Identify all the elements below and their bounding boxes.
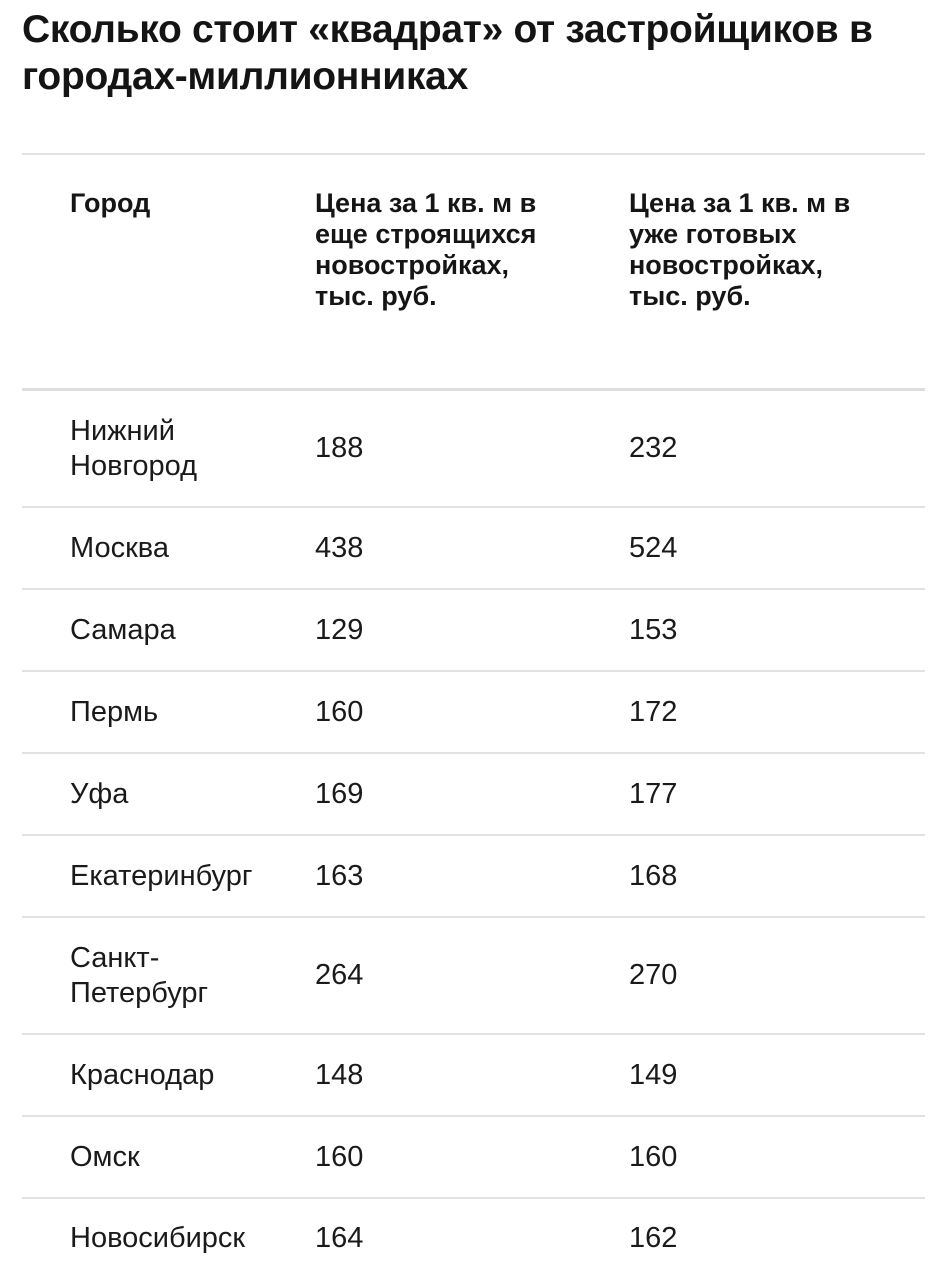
under-construction-cell: 163	[315, 859, 364, 892]
table-row: Пермь 160 172	[22, 672, 925, 754]
table-row: Омск 160 160	[22, 1117, 925, 1199]
price-table: Город Цена за 1 кв. м в еще строящихся н…	[22, 153, 925, 1277]
city-cell: Екатеринбург	[70, 859, 253, 892]
city-cell: Уфа	[70, 777, 129, 810]
table-row: Самара 129 153	[22, 590, 925, 672]
under-construction-cell: 148	[315, 1058, 364, 1091]
under-construction-cell: 160	[315, 1140, 364, 1173]
city-cell: Самара	[70, 613, 176, 646]
under-construction-cell: 164	[315, 1221, 364, 1254]
table-row: Москва 438 524	[22, 508, 925, 590]
completed-cell: 177	[629, 777, 678, 810]
table-row: Новосибирск 164 162	[22, 1199, 925, 1277]
completed-cell: 153	[629, 613, 678, 646]
under-construction-cell: 160	[315, 695, 364, 728]
completed-cell: 160	[629, 1140, 678, 1173]
city-cell: Москва	[70, 531, 170, 564]
table-row: Санкт-Петербург 264 270	[22, 918, 925, 1035]
column-header-under-construction: Цена за 1 кв. м в еще строящихся новостр…	[315, 188, 537, 311]
city-cell: Санкт-Петербург	[70, 941, 209, 1009]
completed-cell: 172	[629, 695, 678, 728]
under-construction-cell: 188	[315, 432, 364, 464]
city-cell: Нижний Новгород	[70, 414, 198, 482]
completed-cell: 168	[629, 859, 678, 892]
under-construction-cell: 438	[315, 531, 364, 564]
city-cell: Краснодар	[70, 1058, 215, 1091]
completed-cell: 524	[629, 531, 678, 564]
completed-cell: 149	[629, 1058, 678, 1091]
completed-cell: 270	[629, 959, 678, 991]
completed-cell: 162	[629, 1221, 678, 1254]
under-construction-cell: 169	[315, 777, 364, 810]
column-header-completed: Цена за 1 кв. м в уже готовых новостройк…	[629, 188, 851, 311]
table-row: Екатеринбург 163 168	[22, 836, 925, 918]
table-row: Нижний Новгород 188 232	[22, 391, 925, 508]
completed-cell: 232	[629, 432, 678, 464]
city-cell: Омск	[70, 1140, 140, 1173]
column-header-city: Город	[70, 188, 151, 218]
table-header-row: Город Цена за 1 кв. м в еще строящихся н…	[22, 155, 925, 391]
under-construction-cell: 264	[315, 959, 364, 991]
table-row: Краснодар 148 149	[22, 1035, 925, 1117]
page-title: Сколько стоит «квадрат» от застройщиков …	[22, 8, 873, 98]
city-cell: Новосибирск	[70, 1221, 246, 1254]
table-row: Уфа 169 177	[22, 754, 925, 836]
city-cell: Пермь	[70, 695, 159, 728]
under-construction-cell: 129	[315, 613, 364, 646]
